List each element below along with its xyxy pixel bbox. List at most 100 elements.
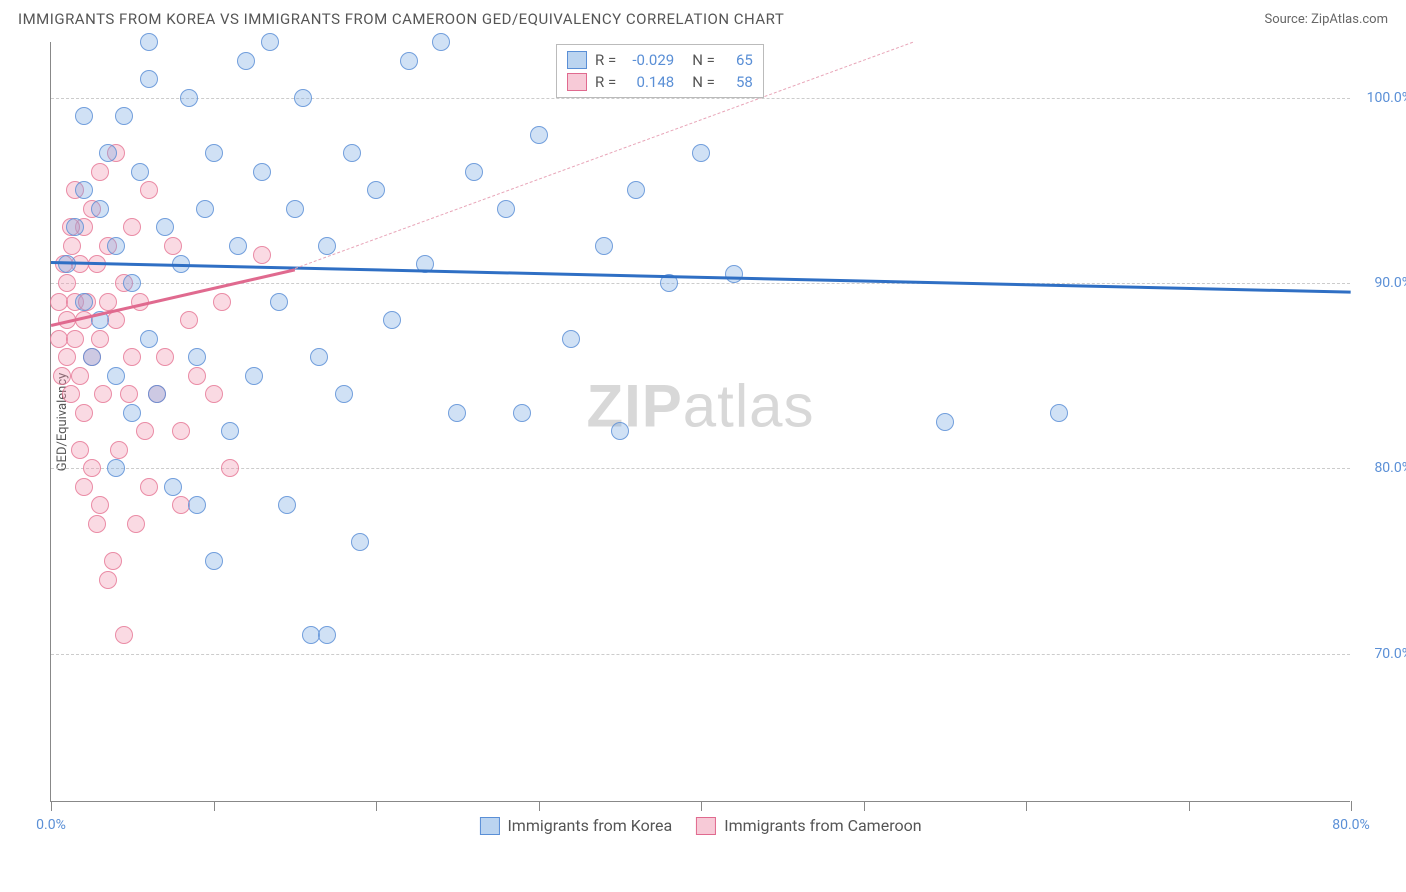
data-point	[94, 385, 112, 403]
data-point	[140, 33, 158, 51]
data-point	[53, 367, 71, 385]
data-point	[164, 237, 182, 255]
y-tick-label: 90.0%	[1374, 275, 1406, 291]
data-point	[221, 422, 239, 440]
data-point	[318, 626, 336, 644]
data-point	[115, 107, 133, 125]
x-tick-label: 80.0%	[1332, 817, 1370, 833]
x-tick	[214, 801, 215, 811]
data-point	[318, 237, 336, 255]
data-point	[140, 70, 158, 88]
r-value: -0.029	[624, 51, 674, 69]
legend-item: Immigrants from Korea	[479, 814, 672, 837]
data-point	[188, 496, 206, 514]
data-point	[127, 515, 145, 533]
data-point	[71, 441, 89, 459]
data-point	[180, 89, 198, 107]
x-tick	[376, 801, 377, 811]
n-label: N =	[692, 73, 715, 91]
data-point	[156, 218, 174, 236]
data-point	[497, 200, 515, 218]
data-point	[611, 422, 629, 440]
grid-line	[51, 283, 1350, 284]
data-point	[120, 385, 138, 403]
data-point	[115, 626, 133, 644]
data-point	[75, 107, 93, 125]
data-point	[383, 311, 401, 329]
data-point	[725, 265, 743, 283]
data-point	[595, 237, 613, 255]
legend-swatch-icon	[567, 73, 587, 91]
legend-label: Immigrants from Korea	[507, 816, 672, 835]
data-point	[88, 515, 106, 533]
data-point	[205, 144, 223, 162]
data-point	[448, 404, 466, 422]
data-point	[136, 422, 154, 440]
data-point	[343, 144, 361, 162]
correlation-legend: R =-0.029N =65R =0.148N =58	[556, 44, 764, 98]
y-tick-label: 80.0%	[1374, 460, 1406, 476]
data-point	[237, 52, 255, 70]
data-point	[91, 200, 109, 218]
data-point	[310, 348, 328, 366]
data-point	[205, 385, 223, 403]
source-attribution: Source: ZipAtlas.com	[1264, 12, 1388, 27]
data-point	[71, 367, 89, 385]
data-point	[465, 163, 483, 181]
data-point	[270, 293, 288, 311]
data-point	[367, 181, 385, 199]
n-value: 65	[723, 51, 753, 69]
data-point	[123, 218, 141, 236]
data-point	[140, 330, 158, 348]
data-point	[180, 311, 198, 329]
data-point	[123, 274, 141, 292]
x-tick	[1351, 801, 1352, 811]
x-tick	[539, 801, 540, 811]
chart-header: IMMIGRANTS FROM KOREA VS IMMIGRANTS FROM…	[0, 0, 1406, 34]
data-point	[245, 367, 263, 385]
data-point	[188, 367, 206, 385]
data-point	[107, 311, 125, 329]
legend-row: R =-0.029N =65	[567, 49, 753, 71]
data-point	[75, 181, 93, 199]
x-tick	[51, 801, 52, 811]
data-point	[351, 533, 369, 551]
legend-swatch-icon	[567, 51, 587, 69]
n-value: 58	[723, 73, 753, 91]
x-tick-label: 0.0%	[36, 817, 66, 833]
data-point	[123, 348, 141, 366]
data-point	[513, 404, 531, 422]
data-point	[400, 52, 418, 70]
chart-title: IMMIGRANTS FROM KOREA VS IMMIGRANTS FROM…	[18, 10, 784, 28]
y-tick-label: 70.0%	[1374, 646, 1406, 662]
data-point	[335, 385, 353, 403]
data-point	[107, 459, 125, 477]
data-point	[110, 441, 128, 459]
data-point	[58, 255, 76, 273]
data-point	[83, 459, 101, 477]
data-point	[66, 218, 84, 236]
data-point	[75, 293, 93, 311]
data-point	[936, 413, 954, 431]
data-point	[221, 459, 239, 477]
data-point	[131, 163, 149, 181]
data-point	[104, 552, 122, 570]
data-point	[91, 163, 109, 181]
data-point	[627, 181, 645, 199]
legend-swatch-icon	[479, 817, 499, 835]
data-point	[278, 496, 296, 514]
data-point	[107, 237, 125, 255]
data-point	[261, 33, 279, 51]
data-point	[148, 385, 166, 403]
data-point	[294, 89, 312, 107]
data-point	[530, 126, 548, 144]
legend-row: R =0.148N =58	[567, 71, 753, 93]
data-point	[286, 200, 304, 218]
r-value: 0.148	[624, 73, 674, 91]
data-point	[188, 348, 206, 366]
data-point	[107, 367, 125, 385]
data-point	[91, 496, 109, 514]
data-point	[196, 200, 214, 218]
r-label: R =	[595, 51, 616, 69]
data-point	[99, 571, 117, 589]
